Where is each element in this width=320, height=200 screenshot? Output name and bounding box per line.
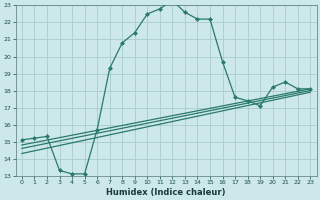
X-axis label: Humidex (Indice chaleur): Humidex (Indice chaleur) bbox=[106, 188, 226, 197]
